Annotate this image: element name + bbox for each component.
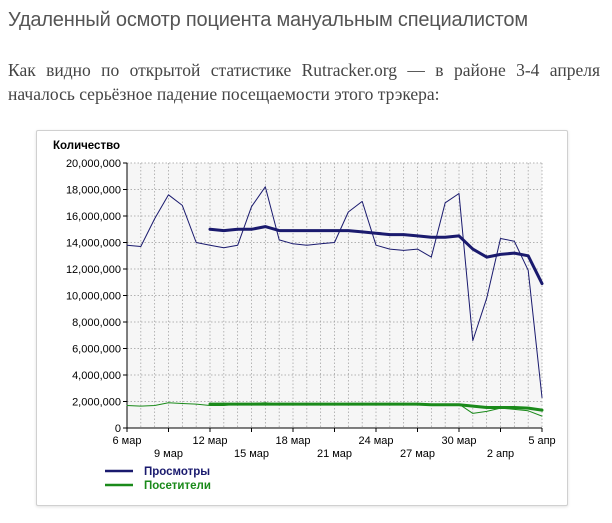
y-tick-label: 16,000,000: [66, 211, 121, 223]
legend-label: Посетители: [144, 480, 211, 492]
x-tick-label: 18 мар: [275, 435, 310, 447]
x-tick-labels: 6 мар 9 мар 12 мар 15 мар 18 мар 21 мар 24 мар…: [113, 435, 556, 460]
x-tick-label: 24 мар: [358, 435, 393, 447]
y-tick-label: 20,000,000: [66, 158, 121, 170]
legend: Просмотры Посетители: [105, 466, 211, 492]
article-headline[interactable]: Удаленный осмотр поциента мануальным спе…: [8, 9, 528, 31]
axes: [123, 162, 543, 432]
y-tick-label: 8,000,000: [72, 317, 121, 329]
x-tick-label: 30 мар: [441, 435, 476, 447]
article-lead-paragraph: Как видно по открытой статистике Rutrack…: [8, 60, 600, 104]
y-tick-label: 0: [115, 423, 121, 435]
grid-lines: [127, 162, 543, 428]
y-tick-label: 18,000,000: [66, 185, 121, 197]
traffic-line-chart: 0 2,000,000 4,000,000 6,000,000 8,000,000 10,…: [53, 140, 556, 492]
traffic-chart-panel: 0 2,000,000 4,000,000 6,000,000 8,000,000 10,…: [36, 130, 568, 506]
x-tick-label: 5 апр: [528, 435, 555, 447]
x-tick-label: 6 мар: [113, 435, 142, 447]
y-tick-label: 14,000,000: [66, 238, 121, 250]
series-lines: [126, 186, 544, 417]
x-tick-label: 9 мар: [154, 448, 183, 460]
y-tick-label: 6,000,000: [72, 344, 121, 356]
x-tick-label: 21 мар: [317, 448, 352, 460]
x-tick-label: 15 мар: [234, 448, 269, 460]
x-tick-label: 27 мар: [400, 448, 435, 460]
y-tick-label: 12,000,000: [66, 264, 121, 276]
series-line-average: [208, 402, 544, 412]
x-tick-label: 12 мар: [192, 435, 227, 447]
y-tick-label: 2,000,000: [72, 397, 121, 409]
y-tick-labels: 0 2,000,000 4,000,000 6,000,000 8,000,000 10,…: [66, 158, 121, 435]
series-line-daily: [126, 186, 543, 398]
series-line-average: [208, 225, 544, 286]
y-tick-label: 10,000,000: [66, 291, 121, 303]
y-axis-label: Количество: [53, 140, 120, 152]
legend-label: Просмотры: [144, 466, 210, 478]
y-tick-label: 4,000,000: [72, 370, 121, 382]
x-tick-label: 2 апр: [487, 448, 514, 460]
